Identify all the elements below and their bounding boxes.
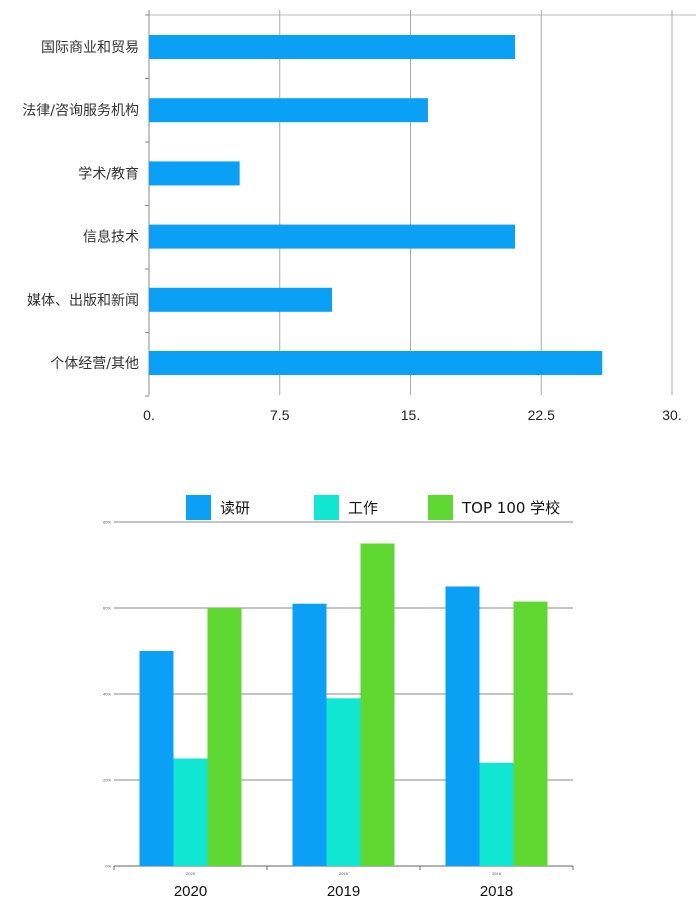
bar — [149, 224, 516, 249]
legend-label: TOP 100 学校 — [461, 499, 560, 517]
x-tick-label: 15. — [401, 407, 420, 423]
bar — [513, 601, 548, 866]
category-label: 法律/咨询服务机构 — [22, 103, 139, 119]
legend-swatch — [186, 495, 211, 520]
y-tick-label: 60% — [103, 606, 111, 611]
x-tick-small-label: 2018 — [492, 871, 502, 876]
bar — [445, 586, 480, 866]
destination-grouped-bar-chart: 读研 工作 TOP 100 学校 0% 20% 40% 60% 80% 2020 2020 2019… — [103, 495, 574, 900]
x-category-label: 2018 — [480, 883, 513, 900]
y-tick-label: 80% — [103, 520, 111, 525]
bar — [149, 35, 516, 59]
legend-label: 读研 — [220, 499, 250, 517]
bar — [479, 762, 514, 866]
category-label: 媒体、出版和新闻 — [27, 293, 139, 309]
y-tick-label: 0% — [105, 864, 111, 869]
bar — [149, 351, 603, 375]
bar — [149, 287, 333, 312]
bar — [149, 161, 240, 186]
category-label: 学术/教育 — [78, 166, 139, 182]
bar — [149, 98, 428, 123]
y-tick-label: 20% — [103, 778, 111, 783]
bar — [173, 758, 208, 866]
legend-label: 工作 — [348, 499, 378, 517]
industry-bar-chart: 0. 7.5 15. 22.5 30. 国际商业和贸易法律/咨询服务机构学术/教育信息技术… — [22, 10, 696, 423]
bar — [207, 608, 242, 866]
category-label: 个体经营/其他 — [50, 356, 139, 372]
category-label: 信息技术 — [83, 229, 139, 246]
bar — [326, 698, 361, 866]
bar — [292, 603, 327, 866]
bar — [139, 651, 174, 866]
category-label: 国际商业和贸易 — [41, 40, 139, 56]
x-tick-small-label: 2019 — [339, 871, 349, 876]
legend-swatch — [428, 495, 453, 520]
x-category-label: 2019 — [327, 883, 360, 900]
x-tick-label: 0. — [143, 407, 155, 423]
x-tick-label: 22.5 — [528, 407, 555, 423]
bar — [360, 543, 395, 866]
legend-swatch — [314, 495, 339, 520]
y-tick-label: 40% — [103, 692, 111, 697]
x-tick-label: 7.5 — [270, 407, 290, 423]
x-tick-small-label: 2020 — [186, 871, 196, 876]
x-category-label: 2020 — [174, 883, 207, 900]
x-tick-label: 30. — [662, 407, 681, 423]
